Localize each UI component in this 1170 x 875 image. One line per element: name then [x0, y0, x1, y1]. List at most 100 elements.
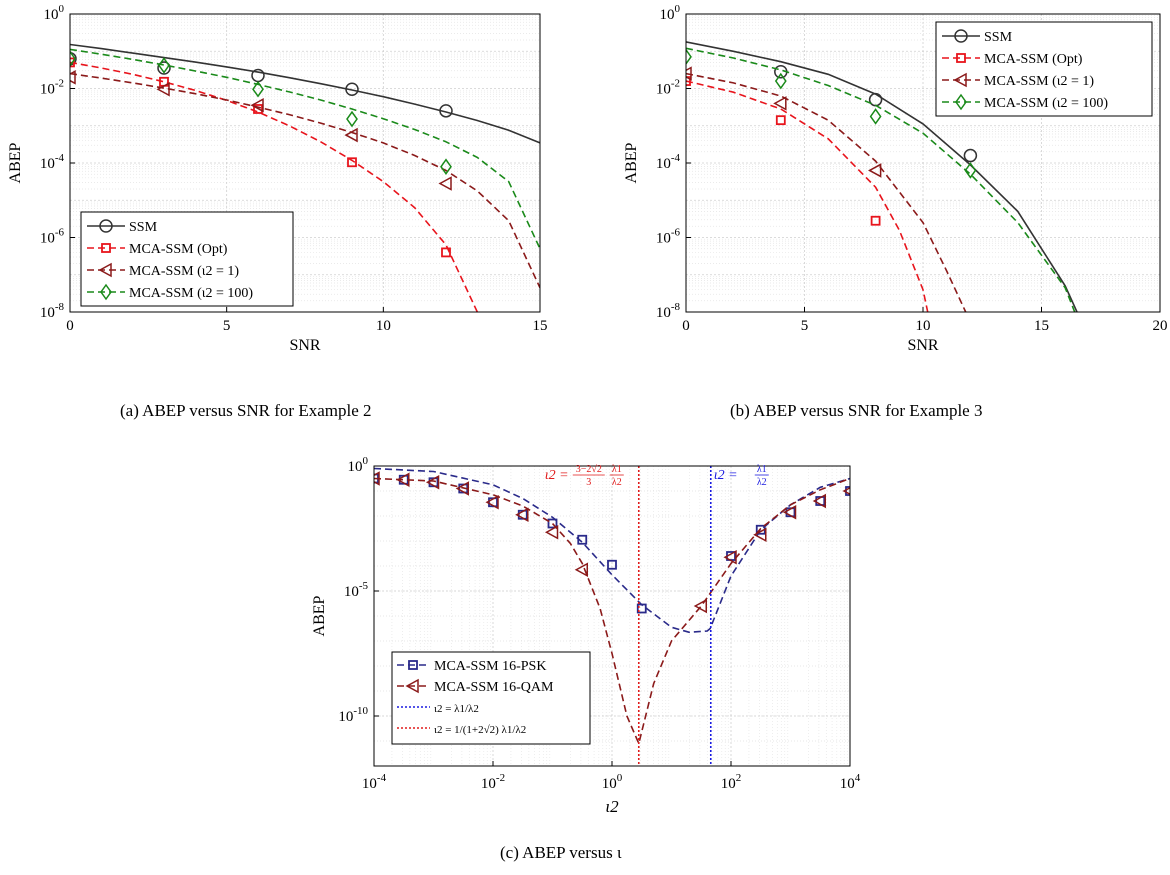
data-point-marker — [347, 157, 357, 168]
y-tick-exponent: -5 — [359, 580, 369, 592]
y-tick-exponent: -10 — [353, 705, 368, 717]
y-tick-exponent: -2 — [671, 78, 680, 90]
legend-marker — [100, 283, 112, 301]
y-tick-base: 10 — [40, 231, 55, 247]
data-point-marker — [157, 61, 171, 75]
data-point-marker — [455, 481, 469, 496]
x-tick-label: 10-2 — [481, 772, 505, 792]
data-point-marker — [252, 80, 264, 98]
x-tick-label: 10 — [376, 318, 391, 334]
y-tick-label: 10-4 — [656, 152, 681, 172]
x-axis-label: SNR — [289, 337, 320, 354]
data-point-marker — [812, 493, 826, 509]
annotation-red-numerator: 3−2√2 — [576, 464, 602, 475]
data-point-marker — [70, 57, 75, 68]
y-tick-exponent: -8 — [671, 301, 681, 313]
x-tick-label: 5 — [801, 318, 809, 334]
data-point-marker — [425, 474, 440, 490]
x-tick-exponent: -2 — [496, 772, 505, 784]
y-tick-label: 100 — [660, 3, 681, 23]
data-point-marker — [396, 472, 410, 488]
data-point-marker — [547, 518, 558, 529]
data-point-marker — [693, 598, 707, 614]
series-group — [686, 41, 1078, 312]
x-tick-label: 15 — [1034, 318, 1049, 334]
data-point-marker — [344, 127, 358, 143]
legend-marker — [954, 29, 968, 43]
caption-c: (c) ABEP versus ι — [500, 843, 622, 862]
x-tick-label: 15 — [533, 318, 548, 334]
data-point-marker — [963, 148, 978, 163]
legend-marker — [98, 262, 112, 278]
x-tick-exponent: 4 — [855, 772, 861, 784]
x-tick-exponent: 0 — [617, 772, 623, 784]
data-point-marker — [870, 215, 881, 226]
data-point-marker — [439, 104, 453, 118]
y-tick-exponent: 0 — [675, 3, 681, 15]
data-point-marker — [686, 66, 692, 81]
data-point-marker — [250, 97, 264, 113]
y-tick-exponent: 0 — [363, 455, 369, 467]
y-tick-base: 10 — [656, 231, 671, 247]
legend-marker — [408, 660, 418, 670]
y-tick-label: 10-2 — [40, 78, 64, 98]
legend-label: SSM — [129, 220, 158, 235]
data-point-marker — [515, 507, 529, 523]
y-tick-base: 10 — [348, 459, 363, 475]
y-tick-label: 100 — [348, 455, 369, 475]
legend-label: MCA-SSM (ι2 = 100) — [984, 96, 1108, 111]
x-tick-label: 104 — [840, 772, 861, 792]
data-point-marker — [440, 158, 452, 176]
x-tick-base: 10 — [840, 776, 855, 792]
caption-a: (a) ABEP versus SNR for Example 2 — [120, 401, 372, 420]
y-tick-base: 10 — [656, 156, 671, 172]
annotation-red-lambda2: λ2 — [612, 477, 622, 488]
y-tick-base: 10 — [40, 305, 55, 321]
data-point-marker — [70, 51, 77, 66]
series-group — [374, 466, 850, 766]
series-group — [70, 43, 540, 312]
x-tick-label: 5 — [223, 318, 231, 334]
y-axis-label: ABEP — [311, 595, 328, 636]
legend-box — [935, 21, 1153, 117]
data-point-marker — [441, 247, 451, 258]
x-tick-base: 10 — [602, 776, 617, 792]
data-point-marker — [775, 115, 786, 126]
y-tick-exponent: -2 — [55, 78, 64, 90]
data-point-marker — [636, 603, 647, 614]
y-tick-label: 10-8 — [656, 301, 681, 321]
y-tick-base: 10 — [44, 7, 59, 23]
x-axis-label: SNR — [907, 337, 938, 354]
series-line-2 — [70, 72, 540, 289]
y-tick-exponent: -8 — [55, 301, 65, 313]
y-tick-label: 10-8 — [40, 301, 65, 321]
legend-marker — [956, 53, 966, 63]
data-point-marker — [845, 486, 850, 496]
legend-label: MCA-SSM 16-PSK — [434, 659, 546, 674]
x-axis-label: ι2 — [605, 797, 619, 816]
data-point-marker — [686, 76, 691, 86]
series-line-3 — [686, 47, 1076, 312]
annotation-blue-lambda1: λ1 — [757, 464, 767, 475]
y-tick-base: 10 — [338, 709, 353, 725]
x-tick-label: 0 — [682, 318, 690, 334]
x-tick-exponent: -4 — [377, 772, 387, 784]
data-point-marker — [70, 70, 76, 85]
y-tick-base: 10 — [344, 584, 359, 600]
series-line-0 — [686, 41, 1078, 312]
x-tick-label: 20 — [1153, 318, 1168, 334]
data-point-marker — [723, 549, 737, 565]
y-tick-base: 10 — [656, 82, 671, 98]
legend-marker — [405, 678, 419, 694]
y-tick-label: 10-6 — [40, 227, 65, 247]
y-tick-exponent: -6 — [671, 227, 681, 239]
legend-marker — [99, 219, 113, 233]
x-tick-base: 10 — [721, 776, 736, 792]
annotation-blue-lambda2: λ2 — [757, 477, 767, 488]
series-line-2 — [686, 72, 967, 312]
series-line-1 — [686, 80, 929, 312]
